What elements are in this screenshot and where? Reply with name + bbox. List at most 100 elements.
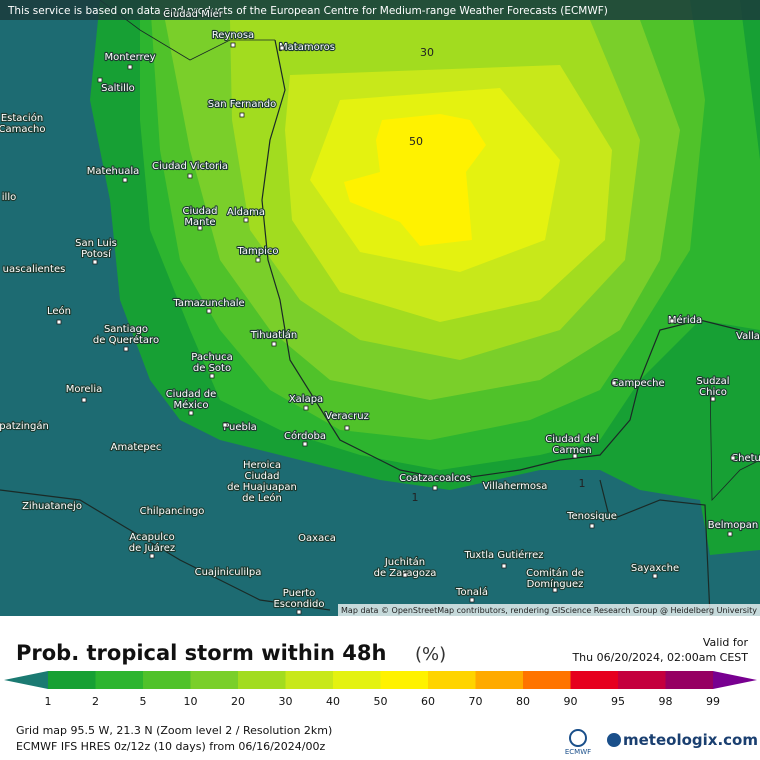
- city-marker: [710, 396, 716, 402]
- legend-title: Prob. tropical storm within 48h: [16, 641, 386, 665]
- valid-label: Valid for: [703, 636, 749, 649]
- city-marker: [222, 422, 228, 428]
- city-marker: [206, 308, 212, 314]
- city-label: illo: [2, 192, 16, 203]
- city-label: Matehuala: [87, 166, 140, 177]
- contour-label: 1: [412, 491, 419, 504]
- city-label: Cuajiniculilpa: [195, 567, 262, 578]
- legend-tick-label: 1: [45, 695, 52, 708]
- legend-swatch: [190, 671, 238, 689]
- legend-swatch: [238, 671, 286, 689]
- legend-swatch: [95, 671, 143, 689]
- legend-swatch: [48, 671, 96, 689]
- legend-unit: (%): [415, 644, 446, 665]
- city-label: Morelia: [66, 384, 102, 395]
- city-label: patzingán: [0, 420, 49, 432]
- city-label: Puebla: [223, 422, 257, 433]
- city-label: de Soto: [193, 363, 231, 374]
- city-label: Ciudad Mier: [163, 9, 224, 20]
- valid-time: Thu 06/20/2024, 02:00am CEST: [571, 651, 748, 664]
- city-label: Pachuca: [191, 352, 233, 363]
- city-label: Amatepec: [111, 442, 162, 453]
- city-label: uascalientes: [3, 264, 66, 275]
- legend-arrow: [4, 671, 48, 689]
- ecmwf-icon: [569, 729, 587, 747]
- city-label: de Querétaro: [93, 334, 159, 346]
- city-label: Tonalá: [455, 586, 488, 598]
- city-marker: [255, 257, 261, 263]
- city-label: Tenosique: [566, 511, 617, 522]
- city-marker: [56, 319, 62, 325]
- legend-swatch: [570, 671, 618, 689]
- legend-swatch: [618, 671, 666, 689]
- city-label: Tampico: [236, 246, 278, 257]
- city-label: de Juárez: [129, 542, 175, 554]
- city-label: Villahermosa: [483, 481, 548, 492]
- city-marker: [149, 553, 155, 559]
- city-label: México: [174, 399, 209, 411]
- city-marker: [303, 405, 309, 411]
- legend-tick-label: 98: [659, 695, 673, 708]
- legend-tick-label: 40: [326, 695, 340, 708]
- city-label: Sudzal: [696, 376, 729, 387]
- city-marker: [344, 425, 350, 431]
- city-label: Comitán de: [526, 567, 584, 579]
- city-label: Ciudad: [245, 471, 280, 482]
- legend-arrow: [713, 671, 757, 689]
- city-label: Matamoros: [279, 42, 335, 53]
- city-label: Oaxaca: [298, 533, 336, 544]
- city-label: Camacho: [0, 124, 45, 135]
- legend-tick-label: 80: [516, 695, 530, 708]
- notice-bar: [0, 0, 760, 20]
- city-label: Puerto: [283, 588, 316, 599]
- legend-tick-label: 70: [469, 695, 483, 708]
- city-label: Belmopan: [708, 520, 758, 531]
- city-label: Ciudad: [183, 206, 218, 217]
- city-label: San Luis: [75, 238, 117, 249]
- city-label: Tuxtla Gutiérrez: [463, 549, 543, 561]
- brand-icon: [607, 733, 621, 747]
- city-label: Ciudad del: [545, 434, 598, 445]
- city-label: Coatzacoalcos: [399, 473, 471, 484]
- legend-tick-label: 2: [92, 695, 99, 708]
- city-label: de León: [242, 492, 282, 504]
- city-marker: [652, 573, 658, 579]
- city-marker: [296, 609, 302, 615]
- city-label: Potosí: [81, 248, 112, 260]
- city-label: San Fernando: [208, 99, 277, 110]
- city-label: Reynosa: [212, 30, 254, 41]
- model-info: ECMWF IFS HRES 0z/12z (10 days) from 06/…: [16, 740, 326, 753]
- city-marker: [97, 77, 103, 83]
- city-marker: [239, 112, 245, 118]
- legend-swatch: [143, 671, 191, 689]
- contour-label: 1: [579, 477, 586, 490]
- legend-swatch: [333, 671, 381, 689]
- city-label: Santiago: [104, 324, 148, 335]
- city-label: Xalapa: [289, 394, 323, 405]
- legend-tick-label: 95: [611, 695, 625, 708]
- city-label: Mérida: [668, 314, 702, 326]
- legend-swatch: [475, 671, 523, 689]
- city-label: Tihuatlán: [250, 329, 298, 341]
- city-label: Zihuatanejo: [22, 501, 82, 512]
- city-label: Aldama: [227, 207, 265, 218]
- city-marker: [122, 177, 128, 183]
- city-marker: [92, 259, 98, 265]
- city-label: Chico: [699, 387, 727, 398]
- city-marker: [127, 64, 133, 70]
- legend-swatch: [380, 671, 428, 689]
- city-marker: [271, 341, 277, 347]
- city-label: Estación: [1, 112, 43, 124]
- attribution-bg: [338, 604, 760, 616]
- city-label: Heroica: [243, 460, 281, 471]
- city-marker: [209, 373, 215, 379]
- city-label: Acapulco: [129, 532, 174, 543]
- borders: [0, 0, 760, 617]
- city-label: Campeche: [611, 378, 664, 389]
- legend-tick-label: 20: [231, 695, 245, 708]
- attribution: Map data © OpenStreetMap contributors, r…: [341, 606, 757, 615]
- city-marker: [123, 346, 129, 352]
- city-label: Chilpancingo: [140, 506, 205, 517]
- city-labels: Ciudad Mier Reynosa Matamoros Monterrey Salt…: [0, 8, 760, 615]
